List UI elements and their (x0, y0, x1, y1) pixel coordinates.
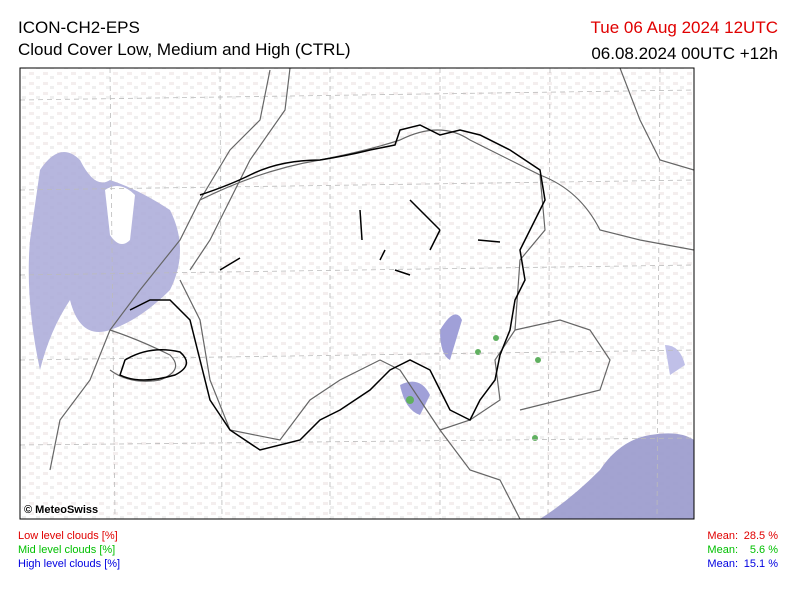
valid-time: Tue 06 Aug 2024 12UTC (590, 18, 778, 37)
legend-label: Low level clouds [%] (18, 530, 118, 542)
credit: © MeteoSwiss (24, 504, 98, 516)
mean-value: 15.1 % (743, 558, 778, 570)
title: ICON-CH2-EPS (18, 18, 140, 37)
map-field (20, 68, 694, 519)
mean-value: 28.5 % (743, 530, 778, 542)
mean-value: 5.6 % (749, 544, 778, 556)
mean-label: Mean: (707, 530, 738, 542)
map-frame (19, 67, 695, 520)
legend-label: Mid level clouds [%] (18, 544, 116, 556)
run-time: 06.08.2024 00UTC +12h (591, 44, 778, 63)
legend-label: High level clouds [%] (18, 558, 121, 570)
mean-label: Mean: (707, 558, 738, 570)
subtitle: Cloud Cover Low, Medium and High (CTRL) (18, 40, 351, 59)
mean-label: Mean: (707, 544, 738, 556)
